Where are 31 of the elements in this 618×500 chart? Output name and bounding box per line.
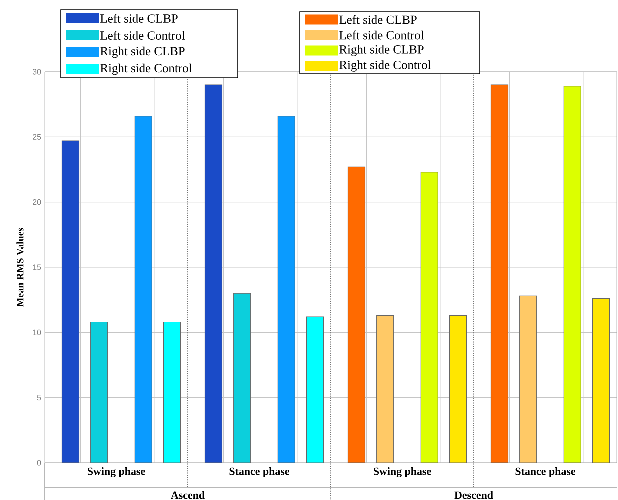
x-tick-label: Swing phase [374, 468, 432, 478]
bar [348, 166, 366, 464]
legend-label: Left side Control [100, 31, 186, 40]
bar [420, 172, 438, 464]
x-tick-label: Stance phase [516, 468, 576, 478]
x-tick-label: Stance phase [230, 468, 290, 478]
bar [564, 86, 582, 464]
y-axis-title: Mean RMS Values [16, 228, 24, 307]
bar [134, 116, 152, 464]
bar [62, 140, 80, 464]
bar [90, 322, 108, 464]
bar [306, 316, 324, 464]
bar [376, 315, 394, 464]
bar [204, 84, 223, 464]
legend-label: Left side CLBP [340, 15, 417, 24]
bar [278, 116, 296, 464]
text: Descend [454, 491, 494, 500]
legend-label: Right side Control [100, 64, 192, 76]
bar [520, 296, 538, 464]
legend-label: Right side CLBP [100, 46, 185, 58]
bar [490, 84, 509, 464]
text: Ascend [171, 491, 205, 500]
legend-label: Right side Control [340, 60, 431, 72]
bar [234, 293, 252, 464]
legend-label: Right side CLBP [340, 45, 424, 56]
bar [163, 322, 182, 464]
legend-label: Left side Control [340, 30, 424, 40]
x-tick-label: Swing phase [88, 468, 146, 478]
legend-label: Left side CLBP [100, 14, 178, 23]
bar [592, 298, 610, 464]
bar [449, 315, 468, 464]
